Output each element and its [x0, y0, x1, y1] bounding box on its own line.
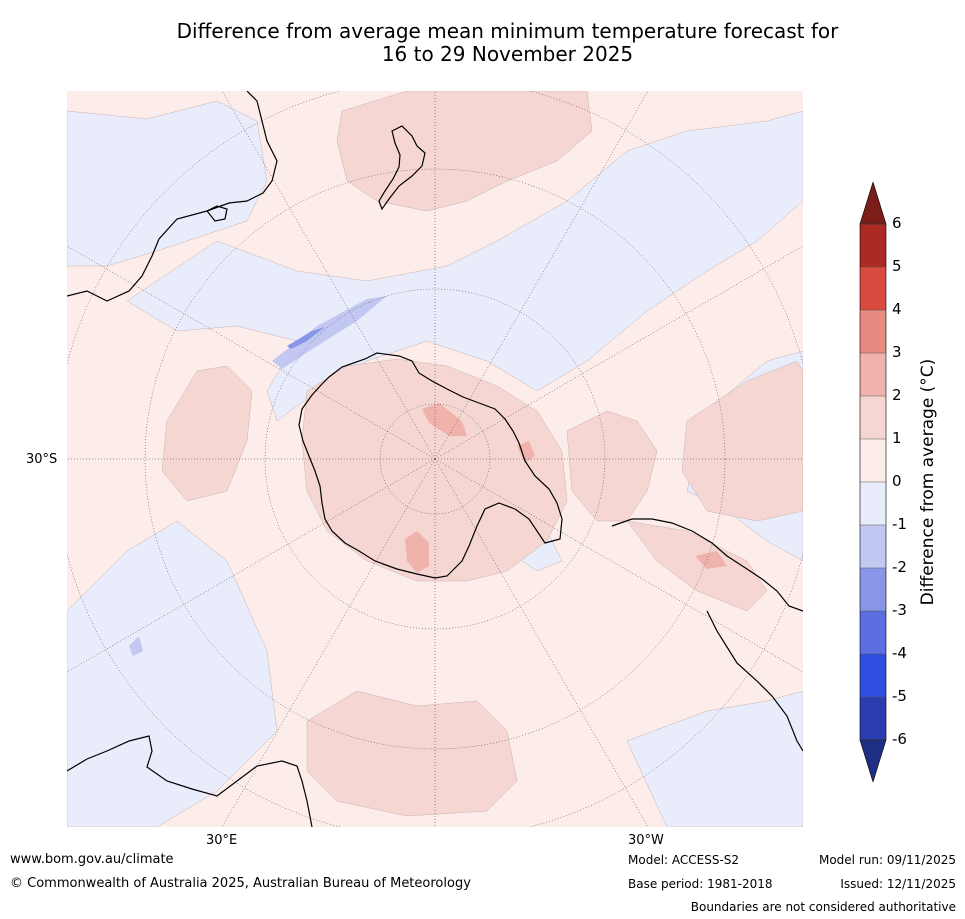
title-line-2: 16 to 29 November 2025 — [381, 42, 634, 66]
lon-label-30w: 30°W — [628, 833, 664, 848]
model-text: Model: ACCESS-S2 — [628, 853, 740, 867]
south-america-coast — [611, 518, 803, 752]
colorbar-tick-label: -3 — [892, 601, 907, 619]
colorbar-segment — [860, 611, 886, 654]
colorbar-tick-label: 0 — [892, 472, 902, 490]
colorbar-segment — [860, 267, 886, 310]
warm-patch-east-antarctica — [405, 531, 429, 573]
warm-region-east-ocean — [566, 410, 658, 522]
colorbar-ticks — [860, 223, 886, 741]
latitude-circle-60 — [144, 168, 726, 750]
warm-patch-andes — [695, 551, 727, 569]
disclaimer-text: Boundaries are not considered authoritat… — [690, 900, 956, 914]
website-link[interactable]: www.bom.gov.au/climate — [10, 852, 174, 867]
copyright-text: © Commonwealth of Australia 2025, Austra… — [10, 876, 471, 891]
lon-label-30e: 30°E — [206, 833, 238, 848]
colorbar-tick-label: -2 — [892, 558, 907, 576]
colorbar-segments — [859, 182, 887, 782]
polar-map — [67, 91, 803, 827]
colorbar-extend-top — [859, 182, 887, 225]
lat-label-30s: 30°S — [26, 452, 58, 467]
antarctica-coast — [298, 352, 563, 579]
warm-region-far-east — [681, 360, 803, 522]
issued-text: Issued: 12/11/2025 — [840, 877, 956, 891]
colorbar-segment — [860, 396, 886, 439]
warm-patch-peninsula — [517, 441, 535, 463]
base-period-text: Base period: 1981-2018 — [628, 877, 773, 891]
cool-streak-strong — [287, 327, 325, 349]
model-run-text: Model run: 09/11/2025 — [818, 853, 956, 867]
new-zealand-coast — [378, 125, 426, 211]
cool-spot-west — [129, 636, 143, 656]
cool-region-south-atlantic — [67, 520, 278, 827]
latitude-circle-70 — [264, 288, 606, 630]
cool-region-north — [67, 100, 268, 267]
colorbar-tick-label: 4 — [892, 300, 902, 318]
warm-region-south-america — [626, 520, 768, 612]
colorbar-segment — [860, 525, 886, 568]
coastlines — [67, 91, 803, 827]
colorbar-segment — [860, 353, 886, 396]
title-line-1: Difference from average mean minimum tem… — [176, 19, 839, 43]
warm-patch-interior — [422, 403, 467, 436]
tasmania-coast — [206, 205, 228, 222]
chart-title: Difference from average mean minimum tem… — [60, 20, 955, 66]
colorbar-tick-label: 1 — [892, 429, 902, 447]
colorbar-tick-label: 6 — [892, 214, 902, 232]
colorbar-tick-label: -4 — [892, 644, 907, 662]
colorbar-tick-label: -6 — [892, 730, 907, 748]
colorbar-tick-label: 3 — [892, 343, 902, 361]
cool-streak-moderate — [272, 296, 387, 369]
warm-region-north — [336, 91, 593, 212]
colorbar-tick-label: 5 — [892, 257, 902, 275]
colorbar-segment — [860, 310, 886, 353]
colorbar-segment — [860, 568, 886, 611]
colorbar-segment — [860, 697, 886, 740]
africa-coast — [67, 735, 313, 827]
colorbar-segment — [860, 439, 886, 482]
colorbar-title: Difference from average (°C) — [918, 358, 938, 606]
colorbar — [859, 182, 887, 782]
colorbar-tick-label: -1 — [892, 515, 907, 533]
colorbar-extend-bottom — [859, 739, 887, 782]
australia-coast — [67, 91, 278, 302]
cool-region-south-east — [626, 690, 803, 827]
warm-region-south — [306, 690, 518, 817]
colorbar-segment — [860, 654, 886, 697]
colorbar-segment — [860, 482, 886, 525]
colorbar-tick-label: 2 — [892, 386, 902, 404]
warm-region-west — [161, 365, 253, 502]
colorbar-tick-label: -5 — [892, 687, 907, 705]
colorbar-segment — [860, 224, 886, 267]
